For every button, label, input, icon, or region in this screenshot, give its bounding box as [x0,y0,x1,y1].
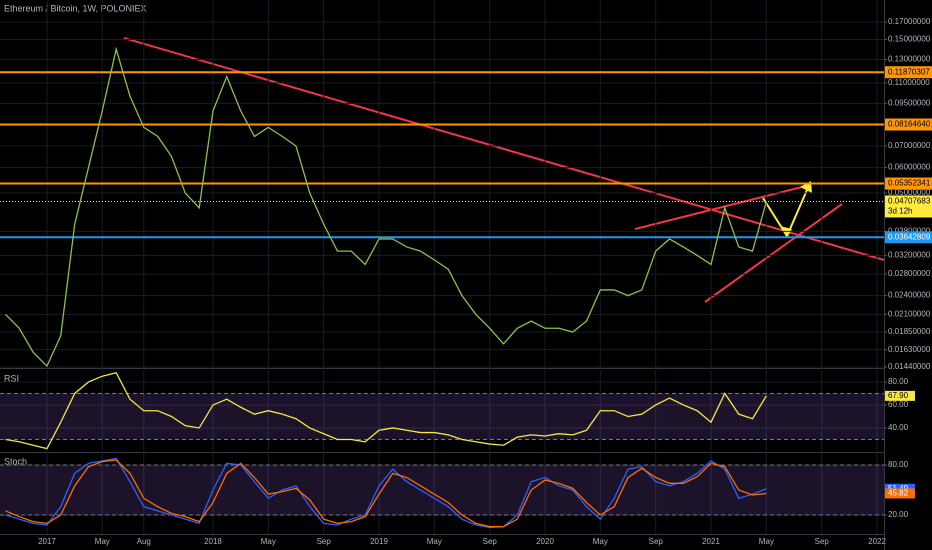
y-tick-label: 0.02100000 [888,309,931,318]
x-tick-label: Sep [815,537,830,546]
x-tick-label: Sep [317,537,332,546]
x-tick-label: 2021 [702,537,720,546]
y-tick-label: 0.03200000 [888,251,931,260]
x-tick-label: 2022 [868,537,886,546]
chart-title: Ethereum / Bitcoin, 1W, POLONIEX [4,3,147,13]
y-tick-label: 0.09500000 [888,98,931,107]
y-tick-label: 0.02800000 [888,269,931,278]
y-tick-label: 0.15000000 [888,35,931,44]
countdown: 3d 12h [888,207,912,216]
panel-title: Stoch [4,456,27,466]
y-tick-label: 0.17000000 [888,17,931,26]
y-tick-label: 0.01630000 [888,345,931,354]
band-fill [0,393,884,440]
panel-title: RSI [4,373,19,383]
x-tick-label: May [759,537,774,546]
level-label: 0.03642809 [888,232,931,241]
level-label: 0.08164640 [888,120,931,129]
y-tick-label: 0.02400000 [888,291,931,300]
x-tick-label: May [427,537,442,546]
y-tick-label: 80.00 [888,377,909,386]
y-tick-label: 0.05000000 [888,188,931,197]
trend-line [123,37,885,261]
y-tick-label: 20.00 [888,510,909,519]
value-tag [885,390,915,401]
level-tag [885,231,932,244]
y-tick-label: 0.11000000 [888,78,930,87]
value-label: 67.90 [888,391,909,400]
x-tick-label: May [593,537,608,546]
series-line [5,372,767,450]
series-line [5,459,767,528]
x-tick-label: 2019 [370,537,388,546]
x-tick-label: 2020 [536,537,554,546]
value-label: 45.82 [888,489,909,498]
axis-separator [0,534,884,535]
x-tick-label: 2017 [38,537,56,546]
x-tick-label: Aug [137,537,151,546]
series-line [5,457,767,529]
price-tag [885,195,932,218]
level-tag [885,177,932,190]
panel-separator [0,452,884,453]
level-tag [885,66,932,79]
series-line [5,46,767,368]
x-tick-label: May [261,537,276,546]
level-label: 0.05352341 [888,179,931,188]
y-tick-label: 0.01850000 [888,327,931,336]
level-label: 0.11870307 [888,67,930,76]
y-tick-label: 0.07000000 [888,141,931,150]
y-tick-label: 80.00 [888,460,909,469]
y-tick-label: 0.03800000 [888,227,931,236]
x-tick-label: Sep [649,537,664,546]
value-label: 51.49 [888,484,909,493]
value-tag [885,488,915,499]
y-tick-label: 0.06000000 [888,163,931,172]
trend-line [634,184,811,230]
y-tick-label: 0.13000000 [888,55,931,64]
y-tick-label: 40.00 [888,423,909,432]
y-tick-label: 60.00 [888,400,909,409]
band-fill [0,465,884,515]
x-tick-label: 2018 [204,537,222,546]
axis-separator [884,0,885,550]
level-tag [885,118,932,131]
arrow-head [780,226,792,238]
y-tick-label: 0.01440000 [888,362,931,371]
x-tick-label: May [95,537,110,546]
x-tick-label: Sep [483,537,498,546]
trend-line [704,203,843,303]
price-label: 0.04707683 [888,197,931,206]
panel-separator [0,368,884,369]
